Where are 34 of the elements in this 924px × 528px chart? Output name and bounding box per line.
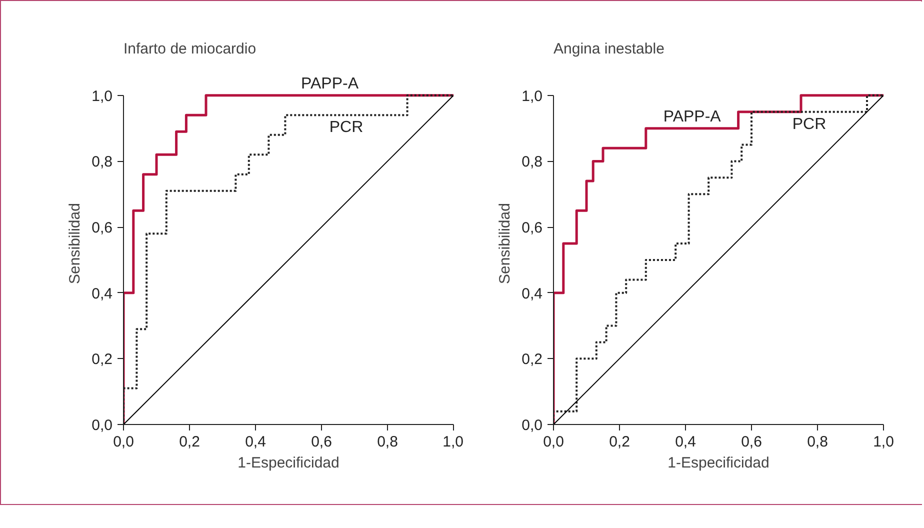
x-tick-label: 1,0 — [442, 434, 464, 450]
y-tick-label: 1,0 — [522, 88, 543, 105]
y-tick-label: 0,8 — [92, 154, 113, 171]
x-tick-label: 0,8 — [377, 434, 398, 450]
x-tick-label: 0,4 — [245, 434, 266, 450]
x-axis-title: 1-Especificidad — [668, 454, 770, 472]
x-tick-label: 1,0 — [873, 434, 894, 450]
x-tick-label: 0,6 — [311, 434, 332, 450]
chart-title: Infarto de miocardio — [124, 40, 256, 58]
y-tick-label: 0,4 — [92, 285, 113, 302]
y-tick-label: 0,8 — [522, 154, 543, 171]
y-tick-label: 0,2 — [92, 351, 113, 368]
y-tick-label: 0,2 — [522, 351, 543, 368]
y-tick-label: 0,4 — [522, 285, 543, 302]
chart-title: Angina inestable — [554, 40, 664, 58]
y-tick-label: 0,6 — [522, 220, 543, 237]
x-tick-label: 0,8 — [807, 434, 828, 450]
x-tick-label: 0,2 — [179, 434, 200, 450]
series-label: PAPP-A — [663, 108, 722, 126]
x-tick-label: 0,6 — [741, 434, 762, 450]
x-tick-label: 0,4 — [675, 434, 696, 450]
x-axis-title: 1-Especificidad — [238, 454, 340, 472]
series-label: PCR — [329, 119, 364, 136]
series-label: PAPP-A — [301, 75, 359, 92]
y-axis-title: Sensibilidad — [66, 203, 84, 284]
x-tick-label: 0,2 — [609, 434, 630, 450]
y-tick-label: 0,6 — [92, 220, 113, 237]
y-tick-label: 1,0 — [92, 88, 113, 105]
x-tick-label: 0,0 — [113, 434, 134, 450]
series-label: PCR — [792, 116, 826, 133]
x-tick-label: 0,0 — [543, 434, 564, 450]
y-tick-label: 0,0 — [92, 417, 113, 434]
y-tick-label: 0,0 — [522, 417, 543, 434]
y-axis-title: Sensibilidad — [496, 203, 514, 284]
